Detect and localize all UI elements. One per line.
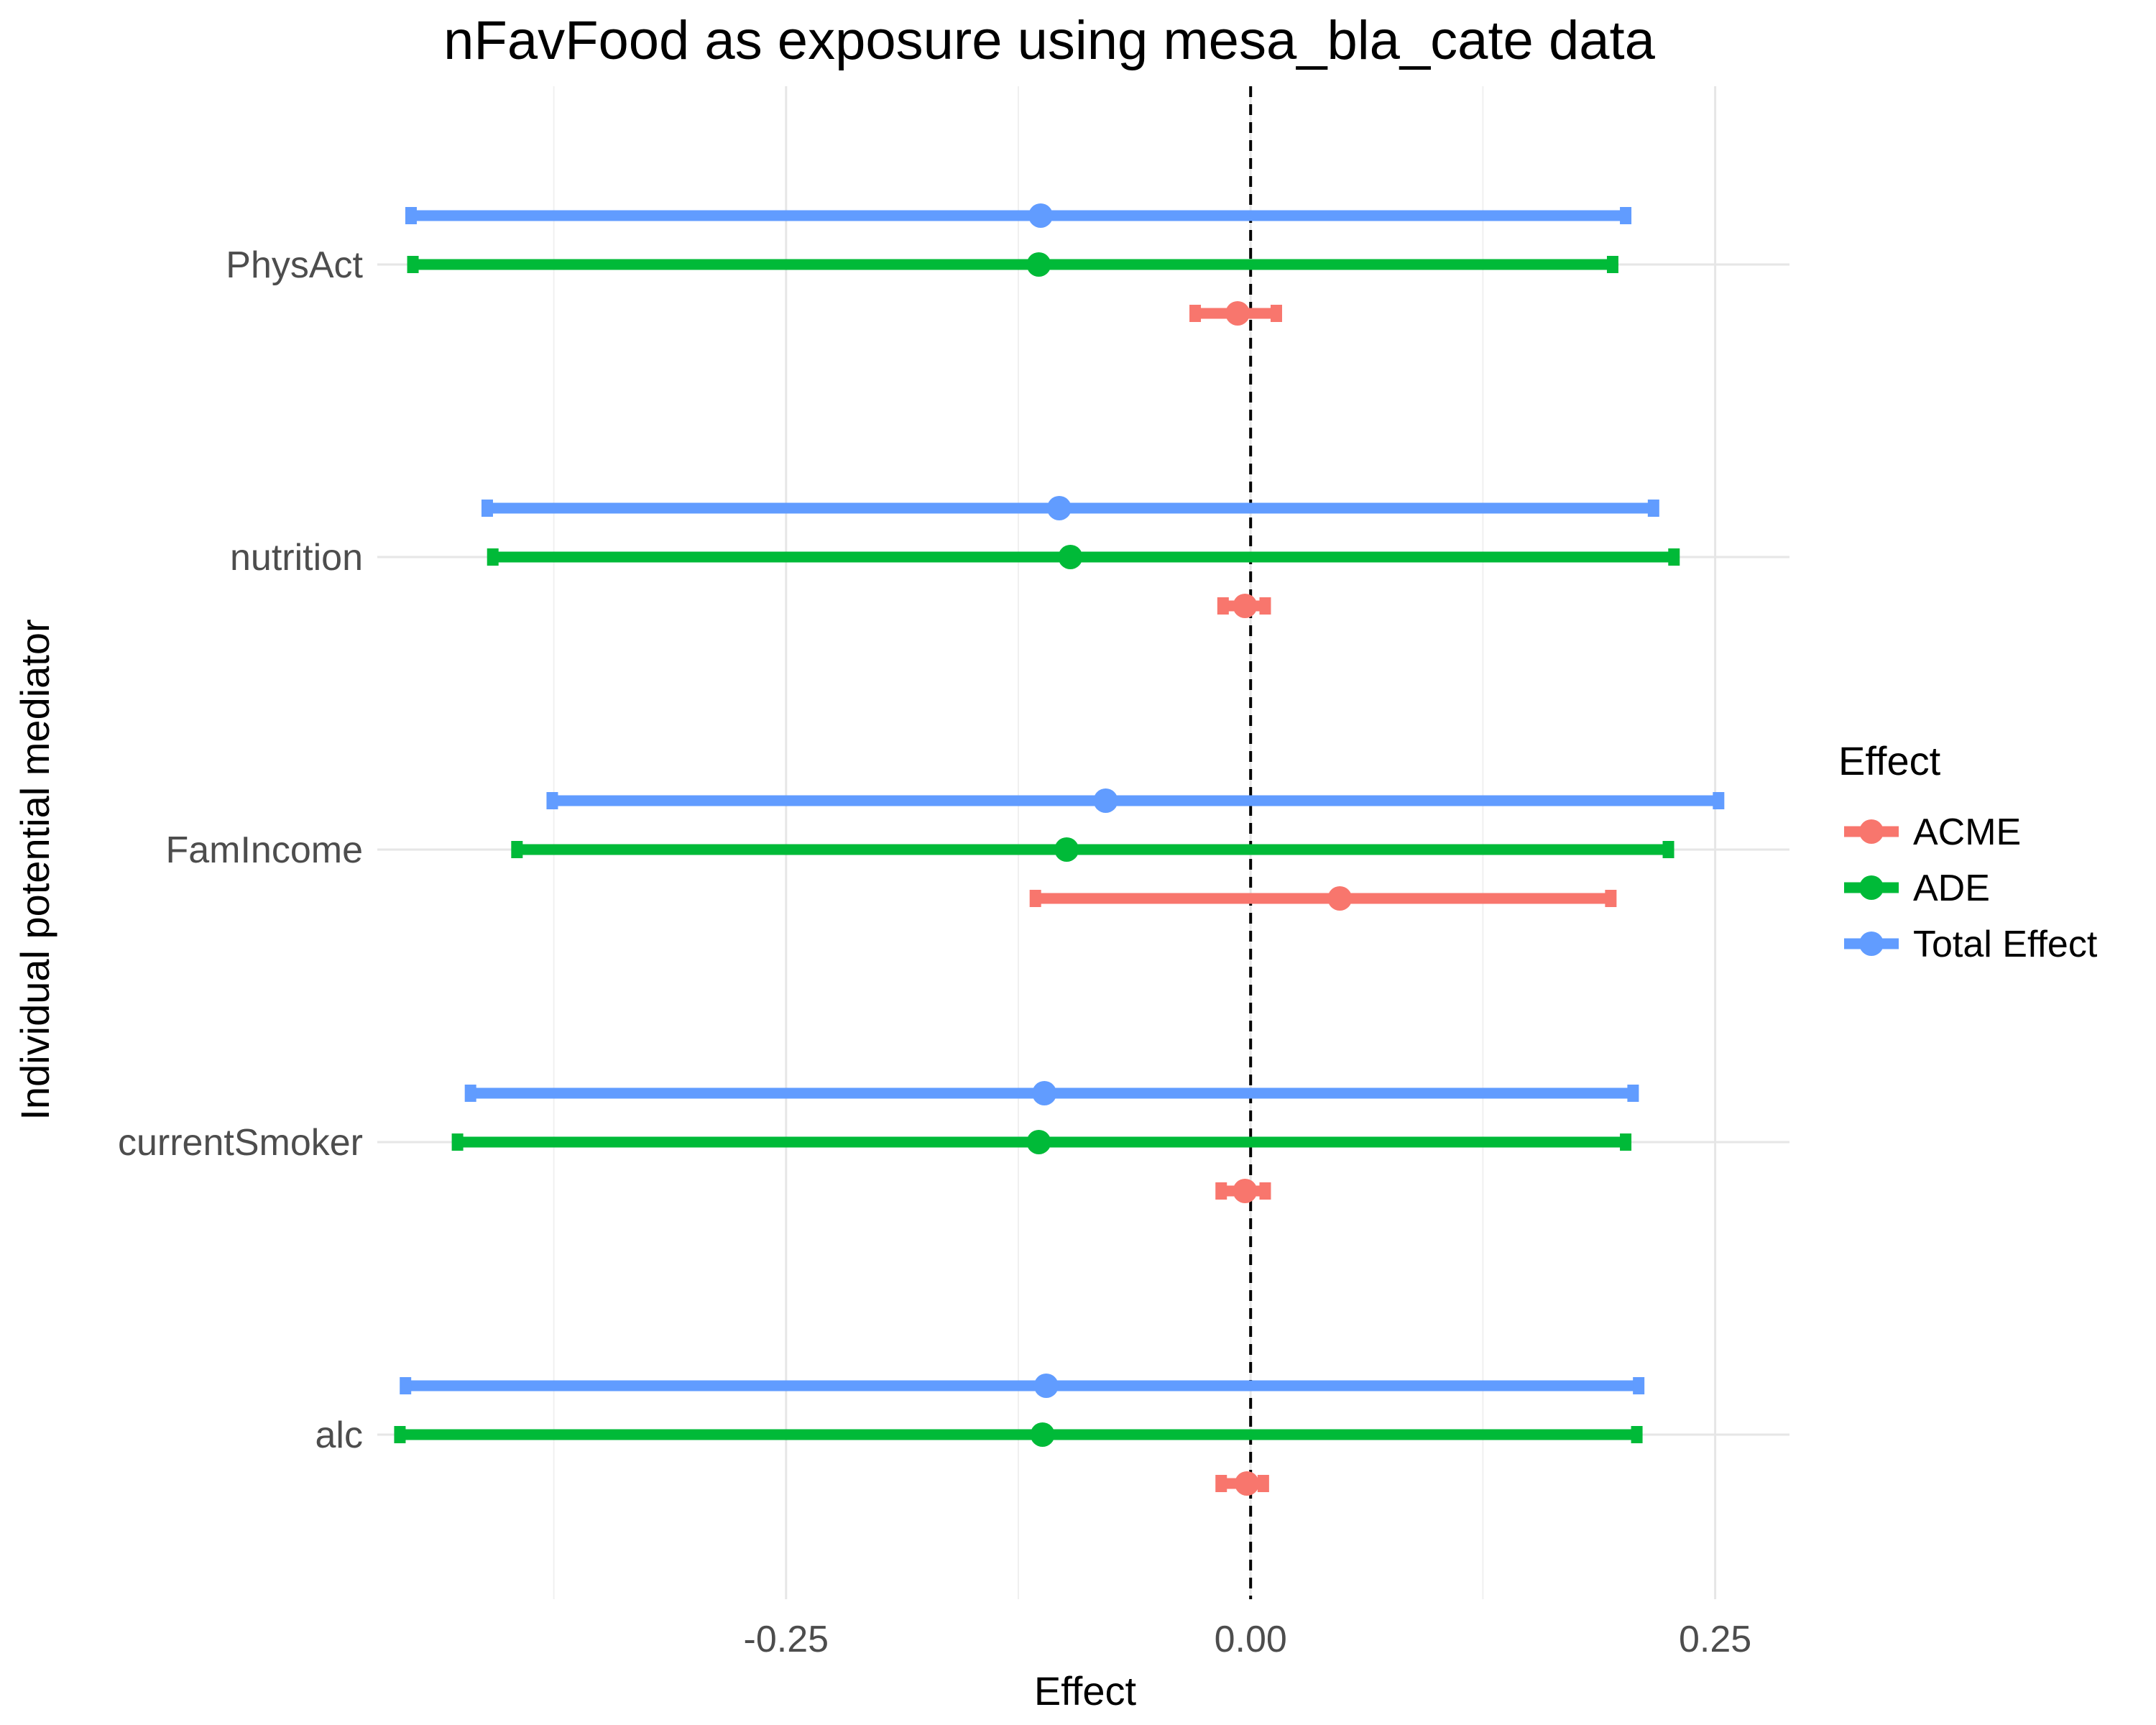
ci-upper-cap [1620, 207, 1632, 224]
ci-lower-cap [1215, 1475, 1227, 1492]
legend-label: Total Effect [1913, 924, 2098, 965]
ci-upper-cap [1662, 841, 1674, 858]
point-estimate [1233, 594, 1258, 618]
y-axis-title: Individual potential mediator [12, 619, 57, 1120]
ci-upper-cap [1605, 890, 1617, 907]
ci-lower-cap [394, 1426, 406, 1443]
point-estimate [1030, 1422, 1055, 1447]
ci-upper-cap [1620, 1133, 1632, 1151]
point-estimate [1028, 203, 1054, 228]
plot-panel: -0.25 0.00 0.25 PhysAct nutrition FamIncome cu… [118, 86, 1789, 1660]
legend-key-point [1859, 932, 1884, 956]
ci-lower-cap [405, 207, 417, 224]
series-acme [1029, 301, 1617, 1496]
point-estimate [1026, 252, 1051, 277]
ci-lower-cap [407, 256, 419, 273]
point-estimate [1054, 837, 1079, 862]
legend-label: ADE [1913, 868, 1990, 909]
legend-label: ACME [1913, 811, 2021, 853]
point-estimate [1046, 496, 1072, 520]
series-total-effect [400, 203, 1725, 1398]
ci-upper-cap [1713, 792, 1725, 809]
y-tick-label: alc [315, 1414, 363, 1456]
x-tick-label: 0.25 [1679, 1619, 1751, 1660]
ci-lower-cap [464, 1085, 476, 1102]
x-tick-label: 0.00 [1215, 1619, 1287, 1660]
ci-lower-cap [400, 1377, 412, 1394]
ci-lower-cap [546, 792, 558, 809]
ci-lower-cap [1029, 890, 1041, 907]
point-estimate [1235, 1471, 1260, 1496]
ci-lower-cap [487, 548, 499, 566]
ci-lower-cap [1189, 305, 1202, 322]
ci-upper-cap [1270, 305, 1282, 322]
ci-upper-cap [1647, 500, 1659, 517]
point-estimate [1093, 788, 1118, 813]
ci-lower-cap [511, 841, 523, 858]
ci-lower-cap [481, 500, 493, 517]
point-estimate [1225, 301, 1250, 326]
ci-upper-cap [1259, 1182, 1271, 1200]
point-estimate [1033, 1374, 1059, 1398]
x-axis-title: Effect [1034, 1668, 1137, 1714]
ci-upper-cap [1633, 1377, 1645, 1394]
ci-upper-cap [1257, 1475, 1269, 1492]
series-ade [394, 252, 1680, 1447]
ci-upper-cap [1259, 597, 1271, 615]
ci-lower-cap [451, 1133, 464, 1151]
ci-upper-cap [1668, 548, 1680, 566]
legend: Effect ACME ADE Total Effect [1838, 738, 2098, 965]
legend-key-point [1859, 819, 1884, 844]
y-tick-label: PhysAct [226, 244, 363, 286]
legend-title: Effect [1838, 738, 1941, 783]
point-estimate [1032, 1081, 1057, 1105]
ci-upper-cap [1627, 1085, 1639, 1102]
point-estimate [1327, 886, 1353, 911]
legend-key-point [1859, 875, 1884, 900]
y-tick-label: nutrition [230, 537, 363, 579]
ci-lower-cap [1217, 597, 1229, 615]
chart-title: nFavFood as exposure using mesa_bla_cate… [443, 10, 1655, 71]
ci-upper-cap [1631, 1426, 1643, 1443]
ci-upper-cap [1606, 256, 1618, 273]
point-estimate [1026, 1130, 1051, 1154]
x-tick-label: -0.25 [744, 1619, 829, 1660]
y-tick-label: currentSmoker [118, 1122, 363, 1164]
ci-lower-cap [1215, 1182, 1227, 1200]
point-estimate [1233, 1179, 1258, 1203]
point-estimate [1058, 545, 1083, 569]
y-tick-label: FamIncome [165, 829, 363, 871]
